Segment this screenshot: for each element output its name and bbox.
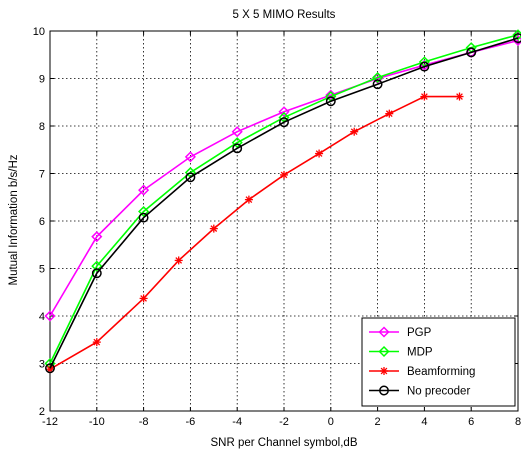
data-point-beamforming [139,294,148,303]
legend-entry-pgp: PGP [369,326,432,339]
data-point-beamforming [420,92,429,101]
y-tick-label: 10 [33,26,45,38]
marker-stroke [210,225,218,232]
legend-entry-beamforming: Beamforming [369,366,475,378]
y-tick-label: 3 [39,359,45,371]
x-tick-label: -8 [139,416,149,428]
y-tick-label: 7 [39,169,45,181]
legend-marker [378,345,390,358]
x-tick-label: 2 [375,416,381,428]
legend: PGP MDP Beamforming No precoder [361,317,516,407]
data-point-no-precoder [513,33,521,44]
data-point-mdp [231,137,243,149]
data-point-beamforming [455,92,464,101]
data-point-pgp [184,151,196,163]
marker-stroke [350,128,358,136]
legend-entry-no-precoder: No precoder [369,386,470,398]
marker-stroke [140,295,147,302]
data-point-mdp [138,205,150,218]
y-tick-label: 5 [39,264,45,276]
marker-stroke [456,93,463,100]
y-axis-title: Mutual Information b/s/Hz [8,154,20,285]
data-point-pgp [44,310,56,322]
x-tick-label: 6 [468,416,474,428]
data-point-no-precoder [419,61,430,72]
data-point-beamforming [92,338,101,347]
series-line-pgp [49,39,519,317]
data-point-pgp [138,184,150,196]
marker-stroke [421,93,428,100]
data-point-mdp [91,260,103,272]
series-layer [44,29,521,374]
x-tick-label: -6 [186,416,196,428]
data-point-pgp [231,126,243,138]
data-point-beamforming [209,224,218,233]
marker-stroke [175,257,183,264]
data-point-no-precoder [325,96,336,107]
marker-stroke [315,150,323,157]
legend-label: No precoder [407,386,470,398]
x-tick-label: -12 [42,416,58,428]
data-point-beamforming [315,149,324,158]
x-axis-title: SNR per Channel symbol,dB [210,437,357,449]
marker-stroke [93,338,101,346]
legend-label: PGP [407,327,432,339]
data-point-beamforming [385,109,394,118]
x-tick-label: 0 [328,416,334,428]
y-tick-label: 2 [39,406,45,418]
legend-label: MDP [407,347,433,359]
data-point-no-precoder [466,47,477,58]
data-point-no-precoder [232,143,243,154]
data-point-pgp [278,106,290,118]
marker-stroke [380,367,388,375]
chart-title: 5 X 5 MIMO Results [233,9,336,21]
marker-stroke [245,196,253,203]
data-point-no-precoder [138,212,149,223]
data-point-pgp [91,231,103,243]
x-tick-label: 4 [421,416,427,428]
data-point-beamforming [174,256,183,265]
x-tick-label: -4 [232,416,242,428]
data-point-beamforming [350,127,359,136]
y-tick-label: 9 [39,74,45,86]
legend-marker [380,367,388,375]
x-tick-label: 8 [515,416,521,428]
data-point-mdp [372,71,384,84]
axis-ticks: -12 -10 -8 -6 -4 -2 0 2 4 6 8 2 3 4 5 6 7 8 9 10 [33,26,521,428]
marker-stroke [385,110,393,118]
y-tick-label: 8 [39,121,45,133]
series-line-no-precoder [49,37,519,369]
data-point-no-precoder [185,172,196,183]
legend-marker [378,326,390,338]
data-point-beamforming [280,170,288,179]
data-point-no-precoder [279,117,289,128]
data-point-no-precoder [91,268,102,279]
marker-stroke [280,171,288,179]
data-point-no-precoder [372,79,383,90]
x-tick-label: -10 [89,416,105,428]
marker-stroke [46,365,54,373]
data-point-pgp [325,89,337,101]
y-tick-label: 6 [39,216,45,228]
series-no-precoder [45,33,521,374]
x-tick-label: -2 [279,416,289,428]
series-line-beamforming [49,95,460,370]
legend-entry-mdp: MDP [369,345,433,359]
legend-label: Beamforming [407,366,475,378]
y-tick-label: 4 [39,311,45,323]
legend-marker [379,385,389,396]
data-point-no-precoder [45,363,55,374]
data-point-mdp [512,29,521,41]
data-point-beamforming [244,195,253,204]
